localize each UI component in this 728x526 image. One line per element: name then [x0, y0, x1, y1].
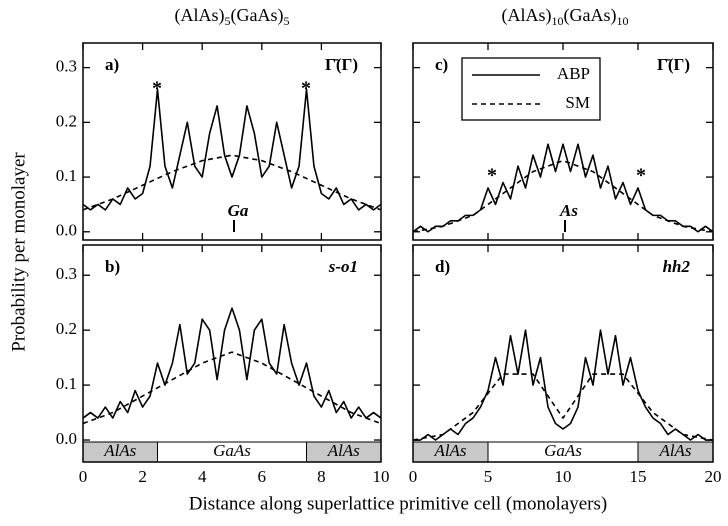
y-tick-label: 0.0 — [56, 429, 77, 448]
layer-label: AlAs — [658, 441, 691, 460]
title-subscript: 5 — [225, 14, 231, 28]
peak-marker: * — [301, 78, 311, 100]
state-label: hh2 — [663, 257, 691, 276]
x-tick-label: 4 — [198, 467, 207, 486]
state-label: Γ̄(Γ) — [657, 55, 690, 74]
title-subscript: 10 — [616, 14, 628, 28]
panel-frame — [82, 244, 382, 463]
data-line — [83, 88, 381, 211]
atom-label: As — [559, 201, 578, 220]
title-subscript: 10 — [552, 14, 564, 28]
title-part: (GaAs) — [564, 5, 617, 26]
peak-marker: * — [636, 165, 646, 187]
y-tick-label: 0.3 — [56, 57, 77, 76]
x-tick-label: 2 — [138, 467, 147, 486]
layer-label: AlAs — [327, 441, 360, 460]
x-tick-label: 20 — [705, 467, 722, 486]
data-line — [83, 351, 381, 425]
panel-letter: c) — [435, 55, 448, 74]
y-tick-label: 0.2 — [56, 111, 77, 130]
data-line — [83, 307, 381, 419]
legend-label: SM — [565, 93, 590, 112]
panel-letter: b) — [105, 257, 120, 276]
title-part: (AlAs) — [502, 5, 552, 26]
y-tick-label: 0.1 — [56, 374, 77, 393]
y-tick-label: 0.2 — [56, 319, 77, 338]
x-tick-label: 15 — [630, 467, 647, 486]
data-line — [83, 154, 381, 211]
layer-label: AlAs — [103, 441, 136, 460]
panel-frame — [412, 42, 714, 241]
panel-title: (AlAs)10(GaAs)10 — [502, 5, 629, 28]
layer-label: GaAs — [213, 441, 251, 460]
panel-letter: a) — [105, 55, 119, 74]
panel-frame — [412, 244, 714, 463]
y-axis-label: Probability per monolayer — [8, 152, 29, 352]
data-line — [413, 143, 713, 233]
title-part: (AlAs) — [175, 5, 225, 26]
data-line — [413, 373, 713, 441]
legend-label: ABP — [557, 64, 590, 83]
state-label: s-o1 — [328, 257, 358, 276]
title-part: (GaAs) — [231, 5, 284, 26]
x-tick-label: 8 — [317, 467, 326, 486]
y-tick-label: 0.0 — [56, 221, 77, 240]
title-subscript: 5 — [283, 14, 289, 28]
panel-title: (AlAs)5(GaAs)5 — [175, 5, 290, 28]
panel-letter: d) — [435, 257, 450, 276]
data-line — [413, 329, 713, 441]
x-tick-label: 0 — [409, 467, 418, 486]
panel-frame — [82, 42, 382, 241]
layer-label: AlAs — [433, 441, 466, 460]
peak-marker: * — [487, 165, 497, 187]
peak-marker: * — [152, 78, 162, 100]
data-line — [413, 159, 713, 233]
state-label: Γ̄(Γ) — [325, 55, 358, 74]
x-tick-label: 5 — [484, 467, 493, 486]
y-tick-label: 0.3 — [56, 264, 77, 283]
x-tick-label: 10 — [555, 467, 572, 486]
legend-box — [461, 57, 601, 121]
layer-label: GaAs — [544, 441, 582, 460]
x-tick-label: 10 — [373, 467, 390, 486]
x-tick-label: 6 — [258, 467, 267, 486]
atom-label: Ga — [228, 201, 249, 220]
x-tick-label: 0 — [79, 467, 88, 486]
x-axis-label: Distance along superlattice primitive ce… — [189, 493, 607, 514]
y-tick-label: 0.1 — [56, 166, 77, 185]
